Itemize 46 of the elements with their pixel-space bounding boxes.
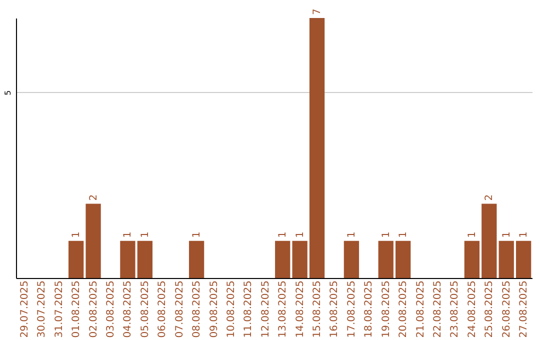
x-tick-label: 15.08.2025 [312, 280, 324, 338]
x-tick-label: 14.08.2025 [294, 280, 306, 338]
data-label: 1 [140, 231, 151, 238]
x-tick-label: 29.07.2025 [19, 280, 30, 338]
data-label: 2 [88, 194, 100, 201]
x-tick-label: 07.08.2025 [174, 280, 186, 338]
data-label: 1 [71, 231, 82, 238]
x-tick-label: 31.07.2025 [54, 280, 65, 338]
x-tick-label: 25.08.2025 [484, 280, 496, 338]
x-tick-label: 20.08.2025 [398, 280, 410, 338]
x-tick-label: 16.08.2025 [329, 280, 340, 338]
x-tick-label: 03.08.2025 [105, 280, 116, 338]
x-tick-label: 13.08.2025 [278, 280, 289, 338]
x-tick-label: 10.08.2025 [226, 280, 237, 338]
x-tick-label: 22.08.2025 [432, 280, 444, 338]
data-label: 1 [294, 231, 306, 238]
data-label: 1 [501, 231, 512, 238]
data-label: 1 [380, 231, 392, 238]
x-tick-label: 04.08.2025 [122, 280, 134, 338]
y-tick-label: 5 [4, 90, 12, 96]
x-tick-label: 23.08.2025 [450, 280, 461, 338]
data-label: 2 [484, 194, 496, 201]
data-label: 1 [398, 231, 410, 238]
x-tick-label: 11.08.2025 [243, 280, 254, 338]
x-tick-label: 08.08.2025 [192, 280, 203, 338]
data-label: 1 [122, 231, 134, 238]
data-label: 1 [466, 231, 478, 238]
x-tick-label: 19.08.2025 [380, 280, 392, 338]
data-label: 7 [312, 8, 324, 15]
x-tick-label: 24.08.2025 [466, 280, 478, 338]
x-tick-label: 09.08.2025 [208, 280, 220, 338]
data-label: 1 [346, 231, 358, 238]
x-tick-label: 12.08.2025 [260, 280, 272, 338]
x-tick-label: 05.08.2025 [140, 280, 151, 338]
x-tick-label: 18.08.2025 [364, 280, 375, 338]
x-tick-label: 01.08.2025 [71, 280, 82, 338]
x-tick-label: 06.08.2025 [157, 280, 168, 338]
x-tick-label: 26.08.2025 [501, 280, 512, 338]
x-tick-label: 02.08.2025 [88, 280, 100, 338]
x-tick-label: 27.08.2025 [518, 280, 530, 338]
x-tick-label: 30.07.2025 [36, 280, 48, 338]
data-label: 1 [518, 231, 530, 238]
x-tick-label: 17.08.2025 [346, 280, 358, 338]
x-tick-label: 21.08.2025 [415, 280, 426, 338]
data-label: 1 [278, 231, 289, 238]
data-label: 1 [192, 231, 203, 238]
